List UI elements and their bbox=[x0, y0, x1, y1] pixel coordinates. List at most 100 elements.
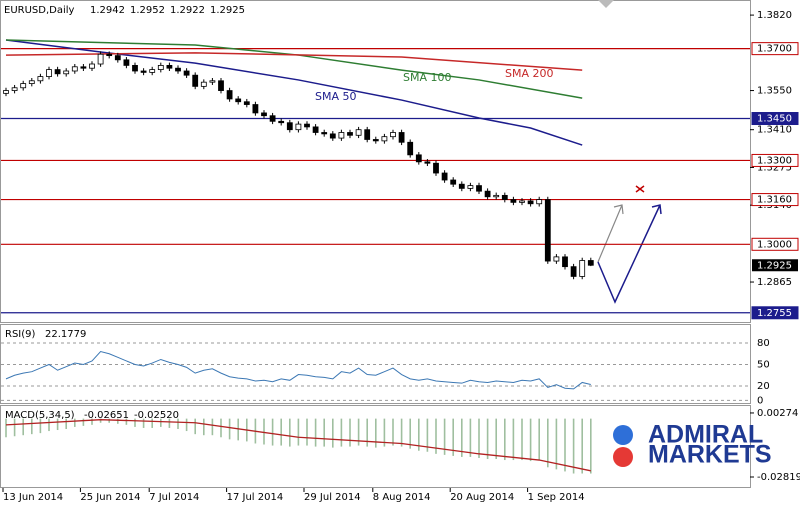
candle-body bbox=[527, 200, 534, 205]
macd-bar bbox=[289, 418, 291, 447]
macd-bar bbox=[521, 418, 523, 461]
x-tick-label: 7 Jul 2014 bbox=[149, 492, 199, 503]
rsi-line bbox=[5, 351, 591, 390]
macd-bar bbox=[590, 418, 592, 474]
macd-bar bbox=[572, 418, 575, 474]
signal-line bbox=[5, 419, 591, 472]
macd-bar bbox=[160, 418, 162, 427]
y-tick-label: 1.3275 bbox=[757, 162, 792, 173]
macd-bar bbox=[99, 418, 102, 423]
candle-body bbox=[20, 83, 27, 89]
price-panel bbox=[0, 0, 751, 323]
candle-body bbox=[261, 112, 267, 117]
y-tick-label: 1.3820 bbox=[757, 10, 792, 21]
price-label-box bbox=[752, 259, 798, 272]
candle-body bbox=[467, 185, 474, 189]
macd-bar bbox=[134, 418, 136, 427]
macd-bar bbox=[5, 418, 7, 438]
candle-body bbox=[519, 200, 525, 203]
macd-bar bbox=[357, 418, 360, 446]
candle-body bbox=[278, 120, 285, 124]
candle-body bbox=[149, 69, 156, 73]
signal-value: -0.02520 bbox=[134, 410, 179, 421]
candle-body bbox=[390, 132, 396, 138]
macd-bar bbox=[211, 418, 214, 436]
macd-bar bbox=[461, 418, 463, 457]
candle-body bbox=[3, 90, 9, 94]
macd-bar bbox=[314, 418, 317, 447]
candle-body bbox=[286, 122, 293, 131]
x-tick-label: 17 Jul 2014 bbox=[227, 492, 284, 503]
candle-body bbox=[587, 260, 594, 266]
macd-bar bbox=[65, 418, 67, 429]
macd-bar bbox=[581, 418, 583, 474]
candle-body bbox=[243, 101, 250, 105]
candle-body bbox=[114, 55, 121, 61]
macd-bar bbox=[194, 418, 196, 435]
ohlc-open: 1.2942 bbox=[90, 5, 125, 16]
macd-bar bbox=[185, 418, 188, 432]
macd-bar bbox=[435, 418, 437, 454]
candle-body bbox=[562, 256, 568, 268]
candle-body bbox=[424, 161, 431, 164]
macd-bar bbox=[418, 418, 420, 451]
macd-bar bbox=[151, 418, 153, 428]
candle-body bbox=[183, 70, 190, 76]
candle-body bbox=[364, 129, 371, 140]
level-label-box bbox=[751, 306, 799, 320]
candle-body bbox=[381, 136, 388, 142]
y-tick-label: 1.3410 bbox=[757, 125, 792, 136]
candle-body bbox=[570, 266, 577, 277]
candle-body bbox=[329, 133, 336, 139]
macd-bar bbox=[486, 418, 489, 460]
macd-bar bbox=[392, 418, 394, 446]
level-label-box bbox=[751, 42, 799, 56]
macd-bar bbox=[39, 418, 42, 434]
macd-bar bbox=[74, 418, 76, 427]
candle-body bbox=[407, 141, 414, 156]
macd-bar bbox=[332, 418, 334, 448]
macd-bar bbox=[538, 418, 540, 461]
macd-bar bbox=[22, 418, 24, 436]
macd-bar bbox=[306, 418, 308, 446]
candle-body bbox=[97, 53, 104, 65]
logo-dot-red bbox=[613, 447, 633, 467]
x-tick-label: 13 Jun 2014 bbox=[3, 492, 63, 503]
candle-body bbox=[37, 76, 44, 82]
macd-bar bbox=[340, 418, 343, 447]
candle-body bbox=[544, 199, 551, 262]
macd-bar bbox=[512, 418, 515, 461]
macd-bar bbox=[323, 418, 325, 447]
x-tick-label: 20 Aug 2014 bbox=[450, 492, 514, 503]
candle-body bbox=[89, 63, 95, 69]
candle-body bbox=[218, 80, 224, 91]
level-label: 1.3000 bbox=[757, 239, 792, 250]
macd-bar bbox=[82, 418, 85, 426]
y-tick-label: 80 bbox=[757, 338, 770, 349]
macd-bar bbox=[297, 418, 300, 446]
logo: ADMIRAL MARKETS bbox=[613, 421, 772, 469]
level-label: 1.3700 bbox=[757, 44, 792, 55]
macd-bar bbox=[56, 418, 59, 431]
macd-bar bbox=[228, 418, 231, 440]
candle-body bbox=[235, 98, 242, 103]
candle-body bbox=[493, 194, 500, 198]
y-tick-label: 0 bbox=[757, 395, 763, 406]
candle-body bbox=[46, 69, 52, 77]
candle-body bbox=[157, 65, 164, 70]
candle-body bbox=[295, 123, 302, 131]
candle-body bbox=[140, 70, 147, 73]
macd-bar bbox=[237, 418, 239, 441]
macd-bar bbox=[426, 418, 429, 452]
macd-title: MACD(5,34,5) bbox=[5, 410, 75, 421]
rsi-value: 22.1779 bbox=[45, 329, 86, 340]
candle-body bbox=[553, 256, 560, 262]
arrow-projection bbox=[597, 204, 662, 304]
candle-body bbox=[132, 65, 138, 72]
macd-bar bbox=[564, 418, 566, 472]
macd-bar bbox=[547, 418, 549, 468]
x-tick-label: 8 Aug 2014 bbox=[373, 492, 431, 503]
candle-body bbox=[441, 172, 448, 181]
candle-body bbox=[28, 80, 35, 84]
